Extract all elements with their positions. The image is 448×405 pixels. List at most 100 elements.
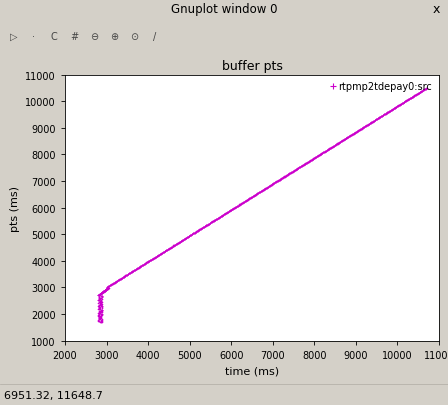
Point — [306, 158, 313, 165]
Point — [301, 161, 308, 168]
Point — [116, 277, 123, 284]
Point — [171, 242, 178, 249]
Point — [268, 181, 276, 188]
Point — [305, 159, 312, 166]
Point — [99, 303, 106, 310]
Point — [96, 309, 103, 316]
Point — [418, 89, 425, 95]
Point — [112, 279, 120, 285]
Point — [392, 104, 400, 111]
Point — [181, 237, 188, 243]
Point — [97, 291, 104, 297]
Point — [97, 292, 104, 298]
Point — [125, 271, 132, 277]
Point — [95, 318, 103, 324]
Point — [253, 192, 260, 198]
Point — [109, 281, 116, 287]
Point — [409, 94, 416, 100]
Point — [391, 105, 398, 112]
Point — [407, 95, 414, 102]
Point — [98, 290, 105, 296]
Point — [206, 220, 213, 226]
Point — [187, 232, 194, 239]
Point — [251, 193, 258, 199]
Point — [330, 143, 337, 150]
Point — [129, 269, 136, 275]
Point — [129, 268, 136, 275]
Point — [212, 217, 220, 223]
Point — [252, 192, 259, 198]
Point — [345, 134, 352, 141]
Point — [144, 259, 151, 266]
Point — [244, 197, 251, 203]
Point — [167, 245, 174, 251]
Point — [132, 267, 139, 273]
Point — [370, 118, 377, 125]
Point — [134, 265, 142, 272]
Point — [211, 217, 219, 223]
Point — [289, 168, 297, 175]
Point — [203, 222, 211, 228]
Point — [328, 144, 336, 151]
Point — [313, 154, 320, 161]
Point — [97, 313, 104, 319]
Point — [95, 313, 103, 319]
Point — [319, 150, 326, 157]
Point — [422, 87, 429, 93]
Point — [97, 310, 104, 316]
Point — [170, 243, 177, 249]
Point — [168, 244, 176, 250]
Point — [198, 226, 205, 232]
Point — [203, 222, 211, 228]
Point — [105, 285, 112, 291]
Point — [118, 275, 125, 282]
Point — [309, 156, 316, 163]
Point — [372, 117, 379, 124]
Point — [166, 245, 173, 252]
Point — [394, 104, 401, 110]
Point — [393, 104, 401, 110]
Point — [253, 191, 260, 198]
Point — [312, 154, 319, 161]
Point — [180, 237, 187, 243]
Point — [136, 264, 143, 271]
Point — [250, 192, 258, 199]
Point — [323, 148, 330, 155]
Point — [104, 284, 112, 290]
Point — [401, 99, 408, 106]
Point — [97, 315, 104, 322]
Point — [422, 86, 430, 93]
Point — [317, 151, 324, 158]
Point — [198, 225, 206, 232]
Point — [96, 291, 103, 297]
Point — [279, 175, 286, 181]
Point — [138, 263, 145, 270]
Point — [341, 136, 349, 143]
Point — [95, 306, 102, 313]
Point — [216, 214, 223, 221]
Point — [358, 126, 366, 132]
Point — [236, 202, 243, 209]
Point — [285, 171, 293, 178]
Point — [124, 272, 131, 278]
Point — [266, 183, 273, 190]
Point — [388, 107, 396, 114]
Point — [151, 255, 158, 262]
Point — [105, 283, 112, 290]
Point — [274, 178, 281, 185]
Point — [389, 107, 396, 113]
Point — [99, 317, 106, 323]
Point — [188, 232, 195, 238]
Point — [198, 226, 205, 232]
Point — [240, 199, 247, 206]
Point — [343, 135, 350, 142]
Point — [383, 110, 390, 117]
Point — [413, 92, 420, 98]
Point — [97, 319, 104, 325]
Point — [98, 290, 105, 296]
Point — [209, 218, 216, 225]
Point — [370, 119, 377, 125]
Point — [406, 96, 413, 102]
Point — [289, 169, 296, 176]
Point — [154, 253, 161, 259]
